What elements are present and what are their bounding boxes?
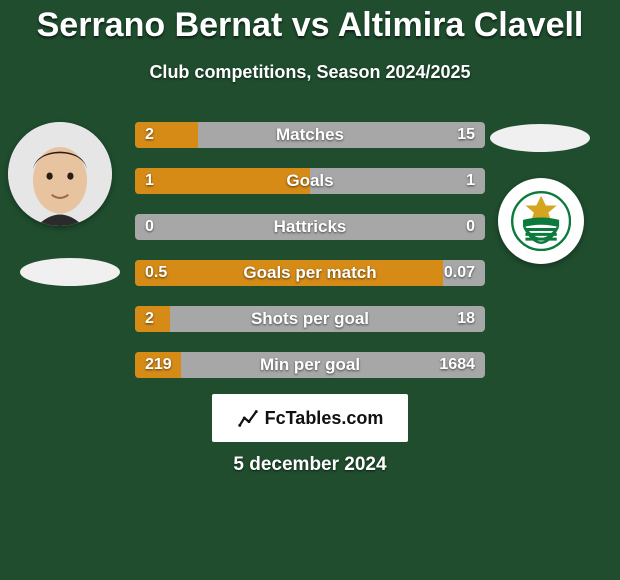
bar-label: Shots per goal (135, 306, 485, 332)
page-subtitle: Club competitions, Season 2024/2025 (0, 62, 620, 83)
brand-text: FcTables.com (265, 408, 384, 429)
club-left-ellipse (20, 258, 120, 286)
bar-row: 2 Matches 15 (135, 122, 485, 148)
bar-label: Hattricks (135, 214, 485, 240)
page-title: Serrano Bernat vs Altimira Clavell (0, 6, 620, 45)
bar-row: 1 Goals 1 (135, 168, 485, 194)
bar-label: Min per goal (135, 352, 485, 378)
bar-label: Goals per match (135, 260, 485, 286)
bar-row: 0 Hattricks 0 (135, 214, 485, 240)
chart-icon (237, 407, 259, 429)
avatar-face-icon (8, 122, 112, 226)
bar-right-value: 0.07 (444, 260, 475, 286)
comparison-card: Serrano Bernat vs Altimira Clavell Club … (0, 0, 620, 580)
bar-right-value: 0 (466, 214, 475, 240)
player-left-avatar (8, 122, 112, 226)
bar-right-value: 18 (457, 306, 475, 332)
bar-label: Goals (135, 168, 485, 194)
bar-row: 219 Min per goal 1684 (135, 352, 485, 378)
bar-row: 0.5 Goals per match 0.07 (135, 260, 485, 286)
club-right-ellipse (490, 124, 590, 152)
bar-label: Matches (135, 122, 485, 148)
betis-crest-icon (511, 191, 571, 251)
bar-right-value: 1684 (439, 352, 475, 378)
bar-row: 2 Shots per goal 18 (135, 306, 485, 332)
bar-right-value: 1 (466, 168, 475, 194)
brand-box: FcTables.com (212, 394, 408, 442)
player-right-crest (498, 178, 584, 264)
bar-right-value: 15 (457, 122, 475, 148)
comparison-bars: 2 Matches 15 1 Goals 1 0 Hattricks 0 0.5… (135, 122, 485, 398)
footer-date: 5 december 2024 (0, 454, 620, 476)
